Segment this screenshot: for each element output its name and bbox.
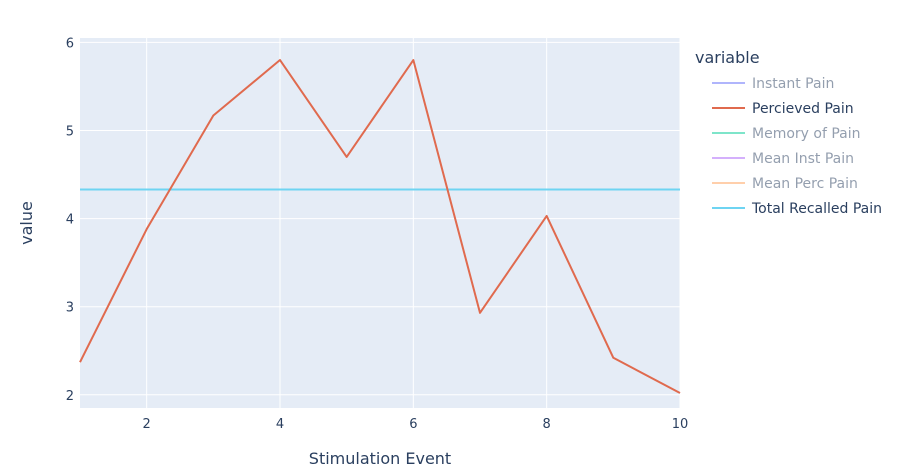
- plot-area: [80, 38, 680, 408]
- legend-title: variable: [695, 48, 760, 67]
- legend-item-instant-pain[interactable]: Instant Pain: [712, 76, 834, 92]
- y-tick-label: 4: [66, 213, 74, 228]
- legend: variable Instant Pain Percieved Pain Memor…: [695, 48, 882, 217]
- y-axis-title: value: [17, 201, 36, 245]
- legend-item-mean-inst-pain[interactable]: Mean Inst Pain: [712, 151, 854, 167]
- y-tick-label: 5: [66, 125, 74, 140]
- legend-label: Mean Perc Pain: [752, 176, 858, 192]
- legend-label: Mean Inst Pain: [752, 151, 854, 167]
- x-tick-label: 4: [276, 417, 284, 432]
- grid-lines: [80, 38, 681, 408]
- y-tick-label: 3: [66, 301, 74, 316]
- x-tick-label: 8: [543, 417, 551, 432]
- y-tick-label: 6: [66, 36, 74, 51]
- series-line-percieved-pain: [79, 59, 681, 394]
- legend-item-mean-perc-pain[interactable]: Mean Perc Pain: [712, 176, 858, 192]
- legend-label: Percieved Pain: [752, 101, 854, 117]
- x-tick-label: 2: [143, 417, 151, 432]
- y-tick-label: 2: [66, 389, 74, 404]
- x-tick-label: 10: [672, 417, 689, 432]
- legend-item-memory-of-pain[interactable]: Memory of Pain: [712, 126, 861, 142]
- y-axis-ticks: 2 3 4 5 6: [66, 36, 74, 403]
- legend-item-percieved-pain[interactable]: Percieved Pain: [712, 101, 854, 117]
- legend-label: Instant Pain: [752, 76, 834, 92]
- legend-label: Memory of Pain: [752, 126, 861, 142]
- x-axis-title: Stimulation Event: [309, 449, 451, 468]
- series-layer: [79, 59, 681, 394]
- legend-item-total-recalled-pain[interactable]: Total Recalled Pain: [712, 201, 882, 217]
- x-tick-label: 6: [409, 417, 417, 432]
- legend-label: Total Recalled Pain: [751, 201, 882, 217]
- x-axis-ticks: 2 4 6 8 10: [143, 417, 689, 432]
